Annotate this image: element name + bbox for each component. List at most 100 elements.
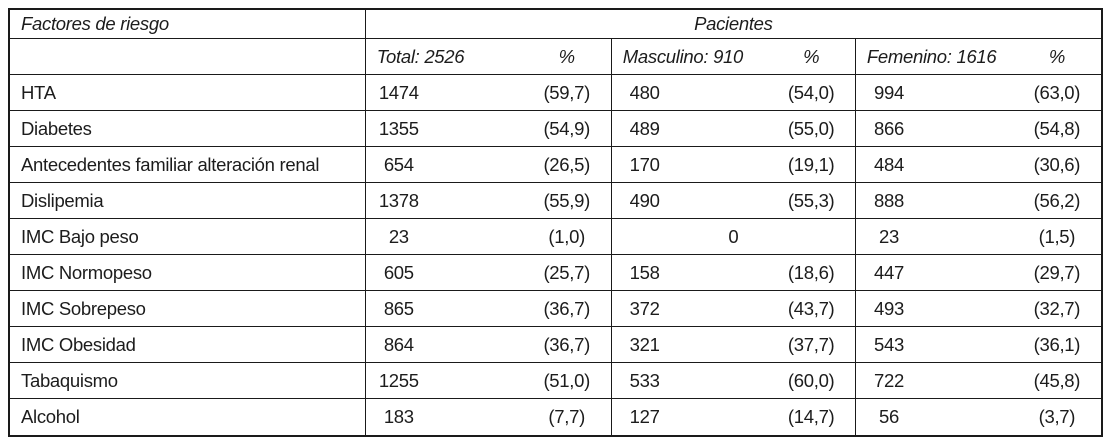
femenino-cell: 722 (45,8) xyxy=(855,363,1101,399)
femenino-n-value: 866 xyxy=(874,117,904,139)
total-n-value: 1474 xyxy=(378,81,419,103)
total-n-value: 23 xyxy=(388,225,409,247)
table-row: HTA 1474 (59,7) 480 (54,0) 994 (63,0) xyxy=(10,75,1101,111)
table-row: IMC Obesidad 864 (36,7) 321 (37,7) 543 (36,… xyxy=(10,327,1101,363)
table-header-row-2: Total: 2526 % Masculino: 910 % Femenino:… xyxy=(10,39,1101,75)
femenino-cell: 888 (56,2) xyxy=(855,183,1101,219)
column-header-masculino: Masculino: 910 % xyxy=(611,39,856,75)
femenino-pct-value: (56,2) xyxy=(1033,189,1081,211)
masculino-pct-value: (54,0) xyxy=(787,81,835,103)
masculino-n-value: 489 xyxy=(629,117,660,139)
masculino-cell: 170 (19,1) xyxy=(611,147,856,183)
masculino-cell: 480 (54,0) xyxy=(611,75,856,111)
risk-factors-table: Factores de riesgo Pacientes Total: 2526… xyxy=(8,8,1103,437)
masculino-n-value: 321 xyxy=(629,333,660,355)
masculino-n-value: 490 xyxy=(629,189,660,211)
total-cell: 605 (25,7) xyxy=(365,255,612,291)
masculino-n-value: 480 xyxy=(629,81,660,103)
empty-header-cell xyxy=(10,39,366,75)
femenino-cell: 543 (36,1) xyxy=(855,327,1101,363)
masculino-n-value: 170 xyxy=(629,153,660,175)
femenino-header-label: Femenino: 1616 xyxy=(866,45,997,67)
total-cell: 183 (7,7) xyxy=(366,399,612,435)
total-n-value: 1378 xyxy=(378,189,419,211)
femenino-cell: 493 (32,7) xyxy=(855,291,1101,327)
femenino-pct-value: (3,7) xyxy=(1038,406,1076,427)
femenino-pct-value: (1,5) xyxy=(1038,225,1076,247)
table-row: Tabaquismo 1255 (51,0) 533 (60,0) 722 (45,8… xyxy=(10,363,1101,399)
total-pct-value: (59,7) xyxy=(543,81,590,103)
total-pct-value: (55,9) xyxy=(543,189,590,211)
factor-cell: HTA xyxy=(10,75,366,111)
total-cell: 864 (36,7) xyxy=(365,327,612,363)
table-header-row-1: Factores de riesgo Pacientes xyxy=(10,10,1101,39)
total-n-value: 864 xyxy=(383,333,414,355)
table-row: Alcohol 183 (7,7) 127 (14,7) 56 (3,7) xyxy=(10,399,1101,435)
masculino-pct-value: (37,7) xyxy=(787,333,835,355)
femenino-pct-value: (32,7) xyxy=(1033,297,1081,319)
total-n-value: 1255 xyxy=(378,369,419,391)
femenino-n-value: 888 xyxy=(874,189,904,211)
femenino-n-value: 484 xyxy=(874,153,904,175)
total-header-label: Total: 2526 xyxy=(376,45,465,67)
total-cell: 654 (26,5) xyxy=(365,147,612,183)
total-pct-value: (25,7) xyxy=(543,261,590,283)
total-pct-value: (7,7) xyxy=(548,406,585,427)
table-row: IMC Normopeso 605 (25,7) 158 (18,6) 447 (29… xyxy=(10,255,1101,291)
femenino-pct-value: (54,8) xyxy=(1033,117,1081,139)
total-pct-value: (54,9) xyxy=(543,117,590,139)
corner-header: Factores de riesgo xyxy=(10,10,366,39)
total-n-value: 654 xyxy=(383,153,414,175)
femenino-pct-value: (29,7) xyxy=(1033,261,1081,283)
masculino-n-value: 0 xyxy=(728,225,739,247)
femenino-n-value: 543 xyxy=(874,333,904,355)
total-cell: 865 (36,7) xyxy=(365,291,612,327)
total-cell: 1255 (51,0) xyxy=(365,363,612,399)
total-n-value: 605 xyxy=(383,261,414,283)
factor-cell: Dislipemia xyxy=(10,183,366,219)
masculino-n-value: 372 xyxy=(629,297,660,319)
femenino-cell: 23 (1,5) xyxy=(855,219,1101,255)
masculino-pct-value: (19,1) xyxy=(787,153,835,175)
femenino-n-value: 23 xyxy=(879,225,899,247)
total-pct-header: % xyxy=(558,45,575,67)
total-cell: 1474 (59,7) xyxy=(365,75,612,111)
total-cell: 1355 (54,9) xyxy=(365,111,612,147)
masculino-cell: 490 (55,3) xyxy=(611,183,856,219)
masculino-n-value: 158 xyxy=(629,261,660,283)
factor-cell: IMC Obesidad xyxy=(10,327,366,363)
femenino-n-value: 447 xyxy=(874,261,904,283)
masculino-n-value: 533 xyxy=(629,369,660,391)
factor-cell: Antecedentes familiar alteración renal xyxy=(10,147,366,183)
total-pct-value: (1,0) xyxy=(548,225,585,247)
factor-cell: Alcohol xyxy=(10,399,366,435)
total-pct-value: (51,0) xyxy=(543,369,590,391)
masculino-cell: 372 (43,7) xyxy=(611,291,856,327)
femenino-n-value: 493 xyxy=(874,297,904,319)
total-cell: 1378 (55,9) xyxy=(365,183,612,219)
masculino-cell-merged: 0 xyxy=(611,219,856,255)
factor-cell: Diabetes xyxy=(10,111,366,147)
table-row: Antecedentes familiar alteración renal 6… xyxy=(10,147,1101,183)
group-header-pacientes: Pacientes xyxy=(365,10,1101,39)
femenino-pct-value: (45,8) xyxy=(1033,369,1081,391)
column-header-femenino: Femenino: 1616 % xyxy=(855,39,1101,75)
femenino-cell: 866 (54,8) xyxy=(855,111,1101,147)
femenino-n-value: 56 xyxy=(879,406,899,427)
total-pct-value: (36,7) xyxy=(543,297,590,319)
masculino-pct-header: % xyxy=(803,45,820,67)
masculino-cell: 533 (60,0) xyxy=(611,363,856,399)
femenino-pct-value: (30,6) xyxy=(1033,153,1081,175)
masculino-pct-value: (55,3) xyxy=(787,189,835,211)
column-header-total: Total: 2526 % xyxy=(365,39,612,75)
total-pct-value: (36,7) xyxy=(543,333,590,355)
total-n-value: 1355 xyxy=(378,117,419,139)
factor-cell: IMC Bajo peso xyxy=(10,219,366,255)
factor-cell: IMC Normopeso xyxy=(10,255,366,291)
masculino-pct-value: (43,7) xyxy=(787,297,835,319)
factor-cell: Tabaquismo xyxy=(10,363,366,399)
table-row: Dislipemia 1378 (55,9) 490 (55,3) 888 (56,2… xyxy=(10,183,1101,219)
total-pct-value: (26,5) xyxy=(543,153,590,175)
masculino-n-value: 127 xyxy=(629,406,660,427)
total-n-value: 183 xyxy=(383,406,414,427)
